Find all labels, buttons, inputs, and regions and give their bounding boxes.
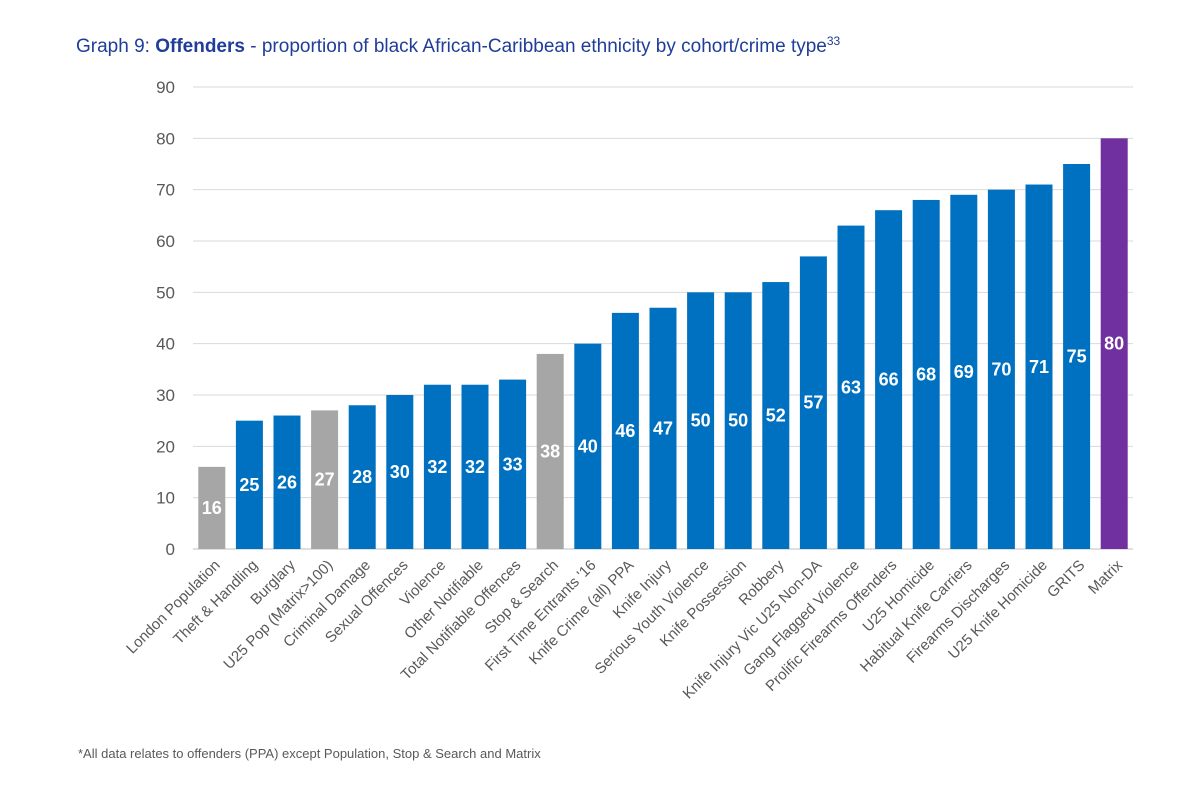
y-tick-label: 50 (156, 283, 175, 302)
title-prefix: Graph 9: (76, 36, 156, 57)
bar-3 (311, 410, 339, 549)
data-label: 50 (728, 411, 748, 431)
bar-2 (273, 415, 301, 549)
bar-8 (499, 379, 527, 549)
bar-1 (235, 420, 263, 549)
data-label: 26 (277, 472, 297, 492)
bar-5 (386, 395, 414, 549)
title-rest: - proportion of black African-Caribbean … (244, 36, 827, 57)
y-tick-label: 10 (156, 489, 175, 508)
bar-9 (536, 353, 564, 549)
data-label: 69 (954, 362, 974, 382)
data-label: 47 (653, 418, 673, 438)
bar-14 (724, 292, 752, 549)
bar-17 (837, 225, 865, 549)
bar-15 (762, 282, 790, 549)
data-label: 46 (615, 421, 635, 441)
title-bold: Offenders (155, 36, 245, 57)
bar-18 (875, 210, 903, 549)
data-label: 70 (991, 359, 1011, 379)
data-label: 30 (390, 462, 410, 482)
data-label: 40 (578, 436, 598, 456)
data-label: 28 (352, 467, 372, 487)
bar-22 (1025, 184, 1053, 550)
bar-10 (574, 343, 602, 549)
y-tick-label: 70 (156, 181, 175, 200)
data-label: 25 (239, 475, 259, 495)
data-label: 57 (803, 393, 823, 413)
footnote: *All data relates to offenders (PPA) exc… (78, 746, 541, 761)
data-label: 27 (315, 470, 335, 490)
data-label: 63 (841, 377, 861, 397)
data-label: 50 (691, 411, 711, 431)
y-tick-label: 90 (156, 78, 175, 97)
bar-0 (198, 466, 226, 549)
y-tick-label: 40 (156, 335, 175, 354)
data-label: 32 (465, 457, 485, 477)
category-label: GRITS (1044, 557, 1088, 601)
y-tick-label: 80 (156, 129, 175, 148)
data-label: 38 (540, 441, 560, 461)
data-label: 75 (1067, 347, 1087, 367)
data-label: 68 (916, 364, 936, 384)
bar-24 (1100, 138, 1128, 550)
category-label: Matrix (1085, 556, 1126, 597)
y-tick-label: 0 (166, 540, 175, 559)
data-label: 32 (427, 457, 447, 477)
bar-16 (799, 256, 827, 549)
data-label: 16 (202, 498, 222, 518)
bar-7 (461, 384, 489, 549)
bar-19 (912, 199, 940, 549)
y-tick-label: 20 (156, 437, 175, 456)
y-tick-label: 30 (156, 386, 175, 405)
chart-title: Graph 9: Offenders - proportion of black… (76, 34, 840, 58)
bar-21 (987, 189, 1015, 549)
bar-20 (950, 194, 978, 550)
data-label: 80 (1104, 334, 1124, 354)
bar-6 (423, 384, 451, 549)
bar-11 (611, 312, 639, 549)
y-tick-label: 60 (156, 232, 175, 251)
data-label: 71 (1029, 357, 1049, 377)
bar-23 (1063, 164, 1091, 549)
bar-12 (649, 307, 677, 549)
bar-4 (348, 405, 376, 549)
data-label: 33 (503, 454, 523, 474)
data-label: 52 (766, 406, 786, 426)
title-superscript: 33 (826, 34, 841, 48)
data-label: 66 (879, 370, 899, 390)
bar-13 (687, 292, 715, 549)
